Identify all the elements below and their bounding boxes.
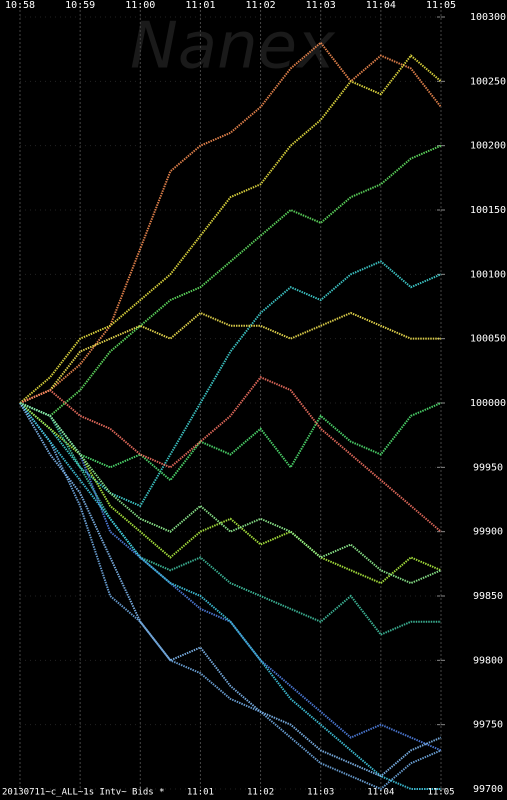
y-tick-label: 100100	[470, 269, 506, 280]
series-line	[19, 311, 441, 404]
y-tick-label: 100300	[470, 12, 506, 23]
y-tick-label: 100050	[470, 334, 506, 345]
x-tick-label: 11:01	[185, 0, 215, 11]
series-line	[19, 402, 441, 636]
x-tick-label: 11:00	[125, 0, 155, 11]
y-tick-label: 99750	[473, 720, 503, 731]
series-line	[19, 402, 441, 790]
y-tick-label: 100150	[470, 205, 506, 216]
series-line	[19, 402, 442, 778]
series-line	[19, 41, 442, 404]
series-line	[19, 54, 442, 404]
y-tick-label: 99950	[473, 462, 503, 473]
y-tick-label: 99900	[473, 527, 503, 538]
x-tick-label-bottom: 11:05	[427, 788, 454, 798]
series-line	[19, 402, 442, 585]
footer-text: 20130711~c_ALL~1s Intv~ Bids *	[2, 788, 165, 798]
series-line	[19, 402, 442, 482]
x-tick-label: 11:03	[306, 0, 336, 11]
x-tick-label-bottom: 11:02	[247, 788, 274, 798]
y-tick-label: 100200	[470, 141, 506, 152]
x-tick-label: 10:58	[5, 0, 35, 11]
y-tick-label: 100000	[470, 398, 506, 409]
series-line	[19, 402, 442, 791]
x-tick-label: 11:02	[246, 0, 276, 11]
series-line	[19, 376, 442, 533]
x-tick-label: 11:05	[426, 0, 456, 11]
series-line	[19, 144, 442, 418]
y-tick-label: 99850	[473, 591, 503, 602]
y-tick-label: 99800	[473, 655, 503, 666]
x-tick-label-bottom: 11:01	[187, 788, 214, 798]
x-tick-label: 11:04	[366, 0, 396, 11]
y-tick-label: 99700	[473, 784, 503, 795]
x-tick-label-bottom: 11:04	[367, 788, 394, 798]
series-line	[19, 402, 442, 585]
watermark: Nanex	[130, 10, 336, 84]
y-tick-label: 100250	[470, 76, 506, 87]
x-tick-label-bottom: 11:03	[307, 788, 334, 798]
x-tick-label: 10:59	[65, 0, 95, 11]
